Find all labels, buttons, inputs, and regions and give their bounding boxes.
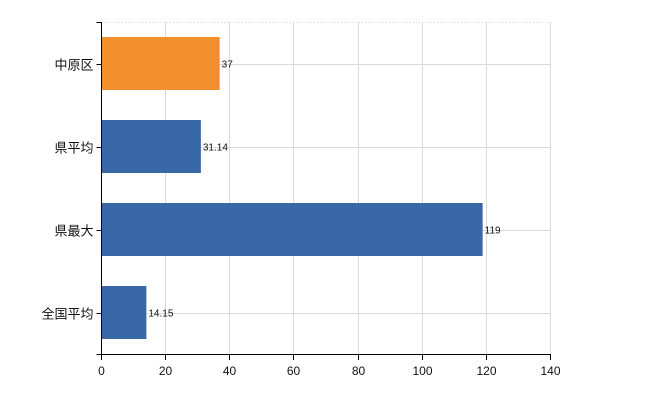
value-label-3: 14.15 <box>148 309 173 320</box>
value-label-1: 31.14 <box>203 143 228 154</box>
value-label-0: 37 <box>222 60 234 71</box>
axes <box>96 22 551 360</box>
category-label-2: 県最大 <box>54 225 93 240</box>
x-tick-label-0: 0 <box>98 364 105 378</box>
bar-2 <box>102 203 483 256</box>
x-tick-label-20: 20 <box>159 364 173 378</box>
category-label-1: 県平均 <box>54 142 93 157</box>
bars <box>102 37 483 339</box>
category-label-0: 中原区 <box>54 59 93 74</box>
category-label-3: 全国平均 <box>41 307 93 323</box>
x-tick-label-140: 140 <box>540 364 560 378</box>
x-tick-label-40: 40 <box>223 364 237 378</box>
bar-3 <box>102 286 147 339</box>
value-label-2: 119 <box>485 226 501 237</box>
x-tick-label-60: 60 <box>287 364 301 378</box>
x-tick-label-80: 80 <box>352 364 366 378</box>
x-tick-label-120: 120 <box>476 364 496 378</box>
bar-0 <box>102 37 220 90</box>
x-tick-label-100: 100 <box>412 364 432 378</box>
bar-1 <box>102 120 201 173</box>
